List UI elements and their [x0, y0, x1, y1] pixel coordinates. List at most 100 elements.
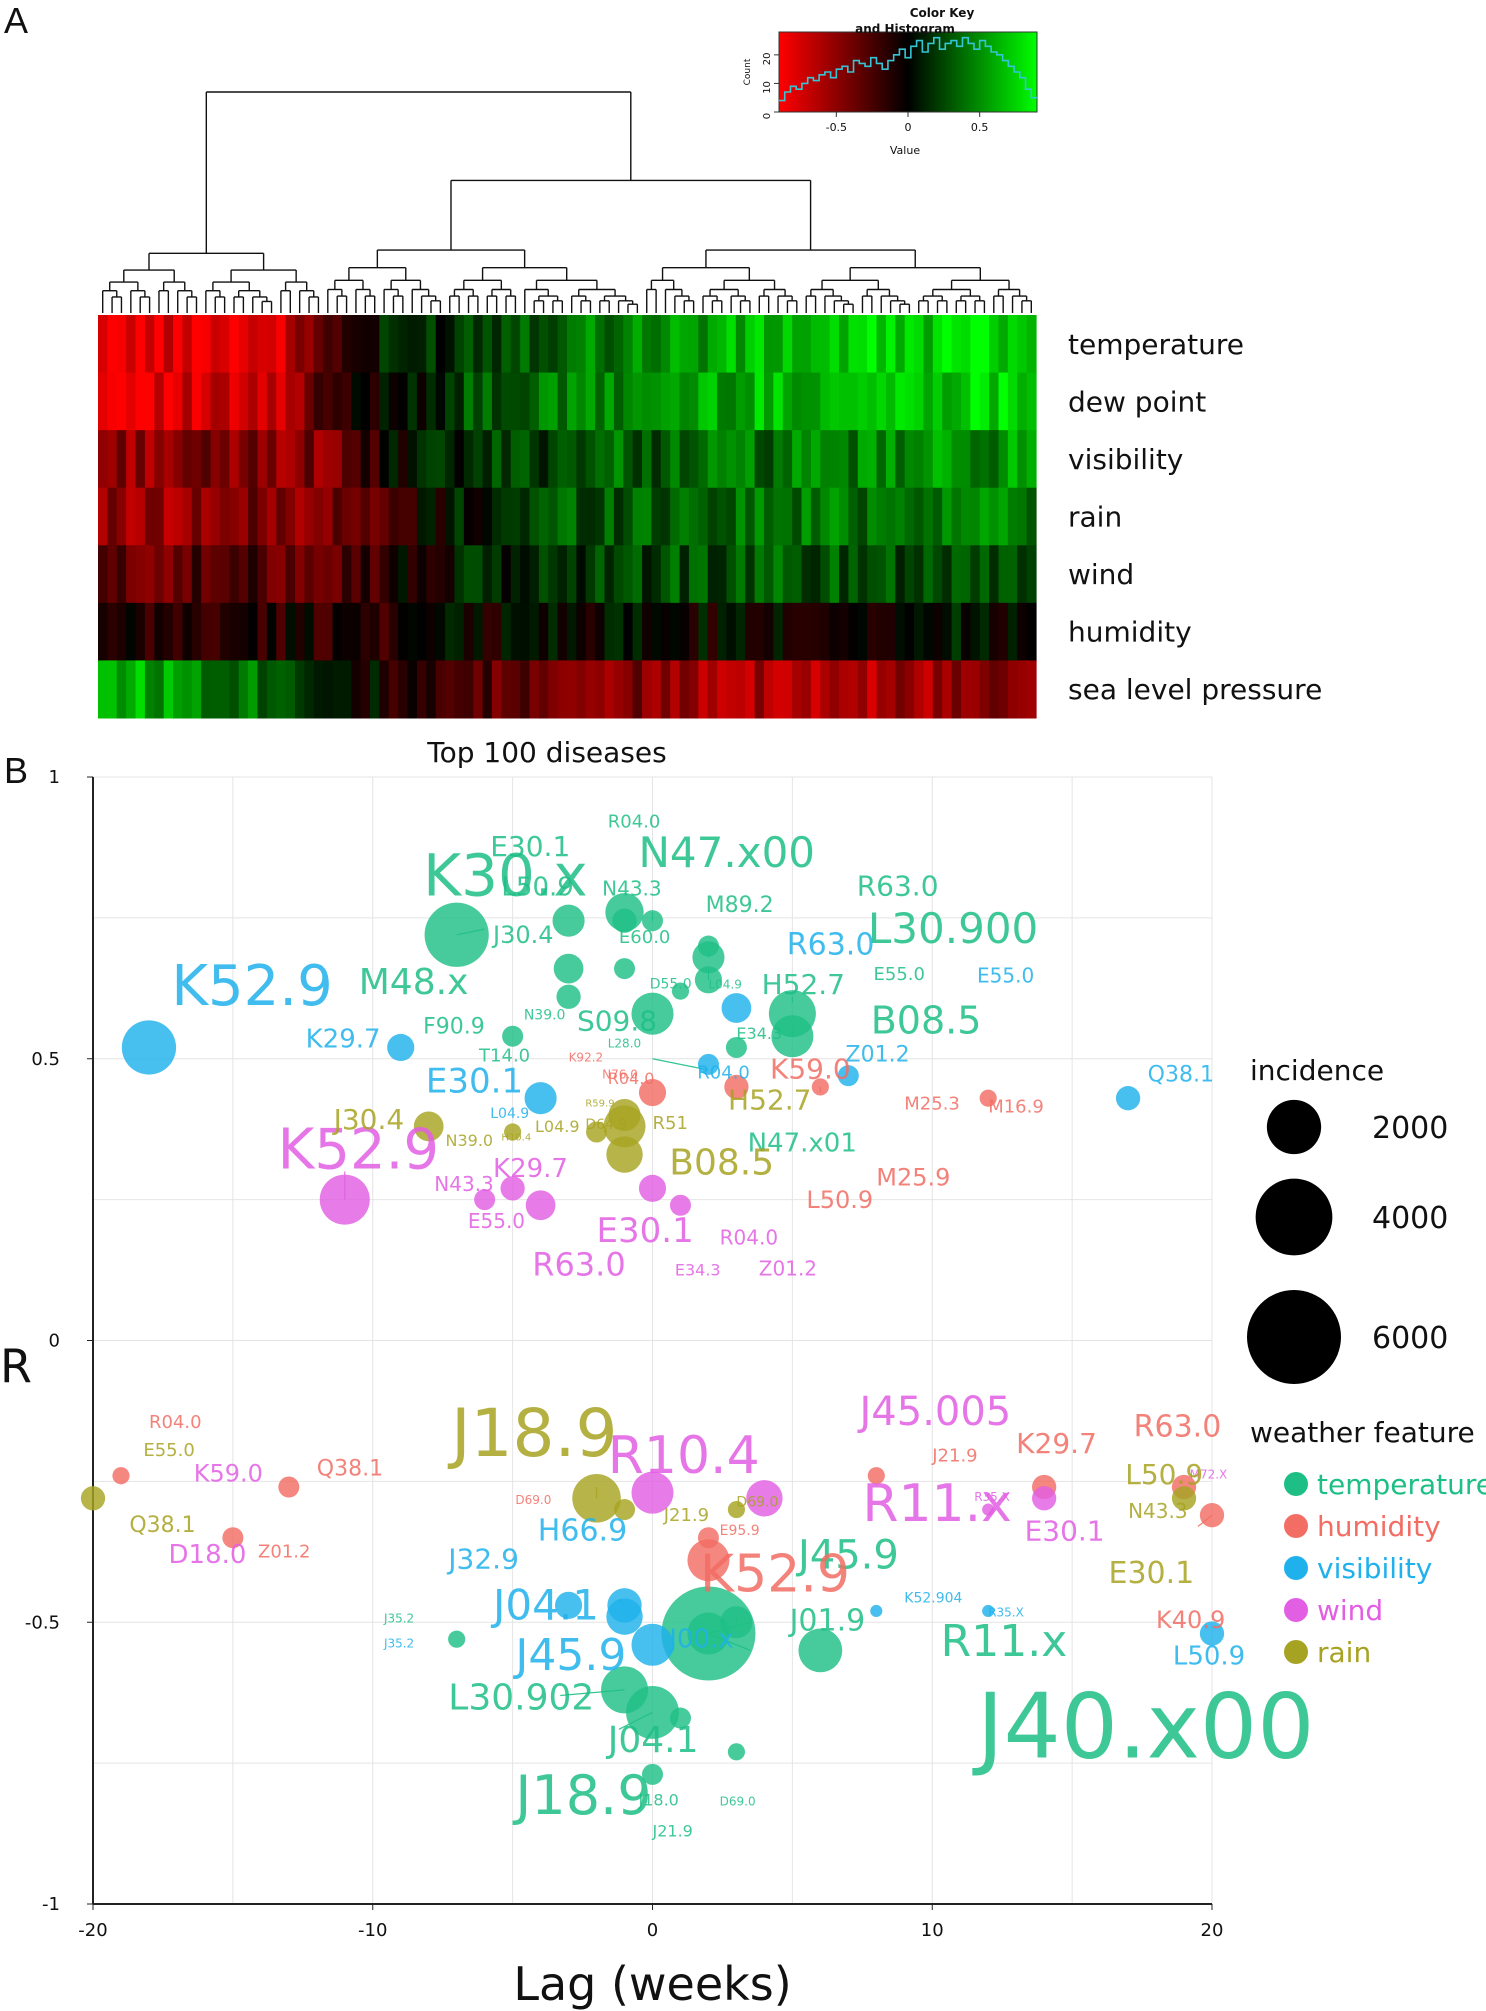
color-key-subtitle: and Histogram — [855, 22, 955, 36]
visibility-point-label: K29.7 — [306, 1024, 381, 1054]
heatmap-cell — [248, 430, 259, 489]
heatmap-cell — [454, 487, 465, 546]
heatmap-cell — [501, 602, 512, 661]
color-key-xtick-label: -0.5 — [826, 121, 847, 134]
wind-point — [525, 1190, 556, 1221]
heatmap-cell — [482, 487, 493, 546]
heatmap-cell — [651, 315, 662, 374]
heatmap-cell — [951, 430, 962, 489]
heatmap-cell — [370, 315, 380, 374]
temperature-point-label: F90.9 — [423, 1014, 485, 1039]
heatmap-cell — [810, 487, 821, 546]
heatmap-cell — [398, 430, 409, 489]
heatmap-cell — [182, 315, 193, 374]
points — [80, 893, 1225, 1785]
humidity-point-label: M16.9 — [988, 1096, 1044, 1117]
heatmap-cell — [960, 487, 971, 546]
heatmap-cell — [998, 430, 1009, 489]
heatmap-cell — [895, 315, 906, 374]
temperature-point-label: E60.0 — [619, 927, 670, 948]
wind-point-label: N43.3 — [434, 1172, 494, 1196]
heatmap-cell — [726, 430, 737, 489]
heatmap-cell — [520, 315, 531, 374]
visibility-point-label: L04.9 — [490, 1106, 529, 1122]
heatmap-cell — [276, 372, 287, 431]
heatmap-cell — [848, 545, 859, 604]
heatmap-cell — [407, 430, 418, 489]
heatmap-cell — [360, 372, 371, 431]
heatmap-cell — [529, 372, 540, 431]
heatmap-cell — [820, 372, 831, 431]
heatmap-cell — [745, 315, 756, 374]
heatmap-cell — [810, 602, 821, 661]
heatmap-cell — [388, 660, 399, 719]
heatmap-cell — [454, 315, 465, 374]
heatmap-cell — [979, 602, 990, 661]
heatmap-cell — [801, 602, 812, 661]
heatmap-cell — [435, 430, 446, 489]
heatmap-cell — [726, 660, 737, 719]
heatmap-cell — [660, 430, 671, 489]
heatmap-cell — [792, 545, 803, 604]
color-key-xtick-label: 0.5 — [971, 121, 989, 134]
heatmap-cell — [341, 315, 352, 374]
heatmap-cell — [332, 602, 343, 661]
heatmap-cell — [191, 487, 202, 546]
heatmap-cell — [407, 545, 418, 604]
legend-color-swatch — [1284, 1556, 1308, 1580]
heatmap-cell — [829, 430, 840, 489]
heatmap-cell — [426, 602, 437, 661]
heatmap-cell — [885, 315, 896, 374]
heatmap-cell — [501, 487, 512, 546]
rain-point — [572, 1474, 621, 1523]
heatmap-cell — [416, 430, 427, 489]
heatmap-cell — [398, 545, 409, 604]
heatmap-cell — [567, 430, 577, 489]
heatmap-cell — [407, 372, 418, 431]
heatmap-cell — [688, 372, 699, 431]
heatmap-cell — [932, 315, 943, 374]
wind-point — [746, 1480, 783, 1517]
heatmap-cell — [323, 602, 334, 661]
heatmap-cell — [323, 545, 334, 604]
heatmap-cell — [388, 602, 399, 661]
heatmap-cell — [623, 602, 634, 661]
heatmap-cell — [98, 315, 108, 374]
heatmap-cell — [782, 315, 793, 374]
rain-point — [606, 1136, 643, 1173]
humidity-point — [697, 1527, 719, 1549]
temperature-point-label: B08.5 — [871, 998, 982, 1042]
heatmap-cell — [520, 660, 531, 719]
temperature-point-label: J01.9 — [788, 1604, 866, 1639]
heatmap-cell — [670, 660, 681, 719]
heatmap-cell — [538, 487, 549, 546]
heatmap-cell — [754, 602, 765, 661]
heatmap-cell — [923, 545, 934, 604]
heatmap-row-label: dew point — [1068, 385, 1206, 418]
heatmap-cell — [210, 315, 221, 374]
heatmap-cell — [745, 372, 756, 431]
heatmap-cell — [548, 487, 559, 546]
heatmap-cell — [979, 660, 990, 719]
heatmap-cell — [445, 545, 456, 604]
rain-point-label: D69.0 — [736, 1495, 778, 1511]
heatmap-cell — [604, 660, 615, 719]
heatmap-cell — [773, 315, 784, 374]
heatmap-cell — [829, 487, 840, 546]
heatmap-cell — [1017, 487, 1028, 546]
heatmap-cell — [557, 487, 568, 546]
heatmap-cells — [98, 315, 1037, 719]
rain-point-label: R59.9 — [585, 1099, 614, 1110]
heatmap-cell — [904, 372, 915, 431]
heatmap-cell — [763, 660, 774, 719]
heatmap-cell — [632, 545, 643, 604]
heatmap-cell — [210, 372, 221, 431]
heatmap-cell — [792, 372, 803, 431]
legend-color-label: rain — [1317, 1636, 1371, 1669]
heatmap-cell — [248, 602, 259, 661]
visibility-point — [721, 993, 752, 1023]
legend-color-label: wind — [1317, 1594, 1383, 1627]
heatmap-cell — [219, 660, 230, 719]
temperature-point-label: M48.x — [359, 962, 469, 1003]
wind-point-label: E30.1 — [1025, 1515, 1105, 1548]
